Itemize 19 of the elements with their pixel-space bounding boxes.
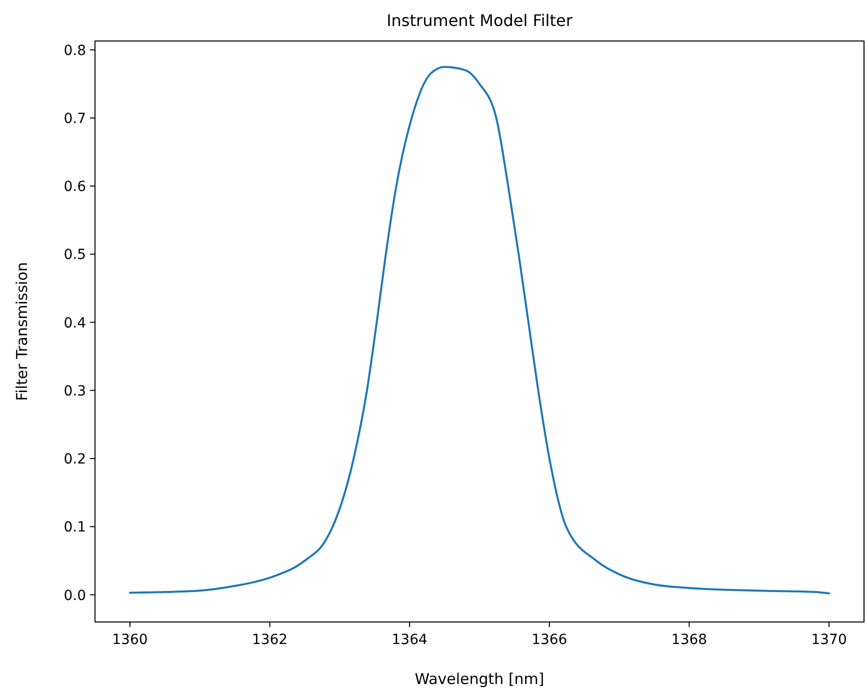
y-tick-label: 0.6: [64, 179, 86, 196]
x-tick-label: 1368: [671, 632, 708, 648]
y-tick-label: 0.8: [64, 42, 86, 59]
x-tick-label: 1370: [811, 632, 847, 648]
x-axis-title: Wavelength [nm]: [414, 670, 544, 688]
x-tick-label: 1362: [252, 632, 288, 648]
y-axis-title: Filter Transmission: [13, 262, 31, 401]
y-tick-label: 0.2: [64, 452, 86, 468]
x-tick-label: 1360: [112, 632, 148, 648]
x-tick-label: 1366: [532, 632, 568, 648]
line-series: [128, 66, 830, 594]
x-tick-label: 1364: [392, 632, 428, 648]
y-tick-label: 0.3: [64, 383, 86, 400]
y-tick-label: 0.0: [64, 588, 86, 604]
chart-title: Instrument Model Filter: [386, 11, 573, 30]
y-tick-label: 0.1: [64, 520, 86, 536]
y-tick-label: 0.4: [64, 315, 86, 332]
y-tick-label: 0.5: [64, 247, 86, 264]
y-tick-label: 0.7: [64, 110, 86, 127]
